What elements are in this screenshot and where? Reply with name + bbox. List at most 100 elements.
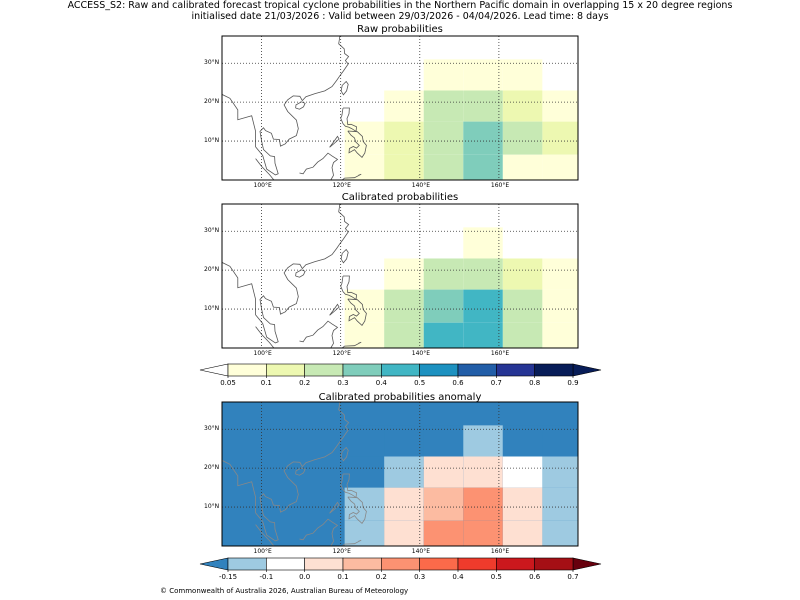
colorbar-under-extension (199, 557, 229, 571)
lon-tick-label: 140°E (411, 182, 431, 189)
colorbar-segment (457, 557, 497, 571)
probability-cell (502, 90, 543, 122)
probability-cell (542, 289, 578, 323)
lon-tick-label: 140°E (411, 548, 431, 555)
colorbar-label: 0.1 (260, 379, 272, 387)
probability-cell (463, 289, 503, 323)
probability-cell (502, 289, 543, 323)
probability-cell (423, 59, 464, 91)
map-panel-anomaly (221, 401, 579, 547)
panel-title-calibrated: Calibrated probabilities (341, 192, 459, 203)
panel-title-raw: Raw probabilities (357, 24, 443, 35)
map-frame (221, 35, 579, 181)
probability-cell (344, 322, 385, 348)
probability-cell (502, 487, 543, 521)
colorbar-label: 0.5 (414, 379, 426, 387)
probability-cell (542, 456, 578, 488)
probability-cell (542, 258, 578, 290)
colorbar-segment (266, 557, 305, 571)
probability-cell (542, 425, 578, 457)
probability-cell (542, 520, 578, 546)
colorbar-label: 0.5 (490, 573, 502, 581)
probability-cell (423, 227, 464, 259)
probability-cell (384, 90, 424, 122)
lat-tick-label: 20°N (204, 464, 220, 472)
probability-cell (463, 258, 503, 290)
probability-cell (384, 322, 424, 348)
colorbar-segment (227, 363, 267, 377)
colorbar-label: 0.4 (452, 573, 464, 581)
colorbar-segment (266, 363, 305, 377)
colorbar-label: -0.15 (218, 573, 238, 581)
coastline (341, 173, 362, 180)
probability-cell (423, 258, 464, 290)
probability-cell (463, 487, 503, 521)
lat-tick-label: 10°N (204, 305, 220, 313)
map-frame (221, 203, 579, 349)
probability-cell (423, 487, 464, 521)
colorbar-label: 0.6 (452, 379, 464, 387)
lat-tick-label: 10°N (204, 137, 220, 145)
probability-cell (423, 456, 464, 488)
colorbar-label: 0.9 (567, 379, 579, 387)
coastline (340, 80, 349, 96)
probability-cell (463, 322, 503, 348)
probability-cell (423, 121, 464, 155)
coastline (299, 152, 339, 180)
map-panel-raw (221, 35, 579, 181)
probability-cell (542, 487, 578, 521)
lat-tick-label: 20°N (204, 266, 220, 274)
probability-cell (423, 322, 464, 348)
title-line-2: initialised date 21/03/2026 : Valid betw… (191, 11, 609, 22)
probability-cell (502, 456, 543, 488)
colorbar-label: 0.2 (299, 379, 311, 387)
probability-cell (542, 121, 578, 155)
coastline (255, 326, 275, 348)
lat-tick-label: 30°N (204, 425, 220, 433)
coastline (329, 303, 340, 316)
coastline (295, 101, 306, 110)
coastline (347, 130, 367, 159)
probability-cell (344, 227, 385, 259)
colorbar-label: 0.3 (337, 379, 349, 387)
probability-cell (502, 59, 543, 91)
probability-cell (463, 456, 503, 488)
lon-tick-label: 140°E (411, 350, 431, 357)
map-area-anomaly (222, 402, 578, 546)
coastline (222, 204, 350, 344)
colorbar-segment (534, 557, 574, 571)
probability-cell (502, 121, 543, 155)
colorbar-segment (342, 363, 382, 377)
colorbar-label: 0.7 (490, 379, 502, 387)
colorbar-under-extension (199, 363, 229, 377)
colorbar-segment (381, 363, 420, 377)
coastline (341, 539, 362, 546)
lat-tick-label: 20°N (204, 98, 220, 106)
probability-cell (384, 227, 424, 259)
colorbar-segment (381, 557, 420, 571)
coastline (347, 298, 367, 327)
probability-cell (384, 121, 424, 155)
lon-tick-label: 160°E (490, 350, 510, 357)
colorbar-segment (342, 557, 382, 571)
probability-cell (384, 258, 424, 290)
colorbar-label: 0.3 (414, 573, 426, 581)
coastline (329, 135, 340, 148)
probability-cell (344, 258, 385, 290)
coastline (340, 446, 349, 462)
title-line-1: ACCESS_S2: Raw and calibrated forecast t… (67, 0, 733, 11)
probability-cell (502, 520, 543, 546)
lon-tick-label: 160°E (490, 182, 510, 189)
probability-cell (344, 59, 385, 91)
colorbar-probability (199, 363, 602, 378)
map-panel-calibrated (221, 203, 579, 349)
coastline (222, 402, 350, 542)
probability-cell (384, 456, 424, 488)
coastline (340, 248, 349, 264)
colorbar-label: 0.1 (337, 573, 349, 581)
map-area-raw (222, 36, 578, 180)
colorbar-segment (457, 363, 497, 377)
probability-cell (542, 227, 578, 259)
probability-cell (384, 154, 424, 180)
